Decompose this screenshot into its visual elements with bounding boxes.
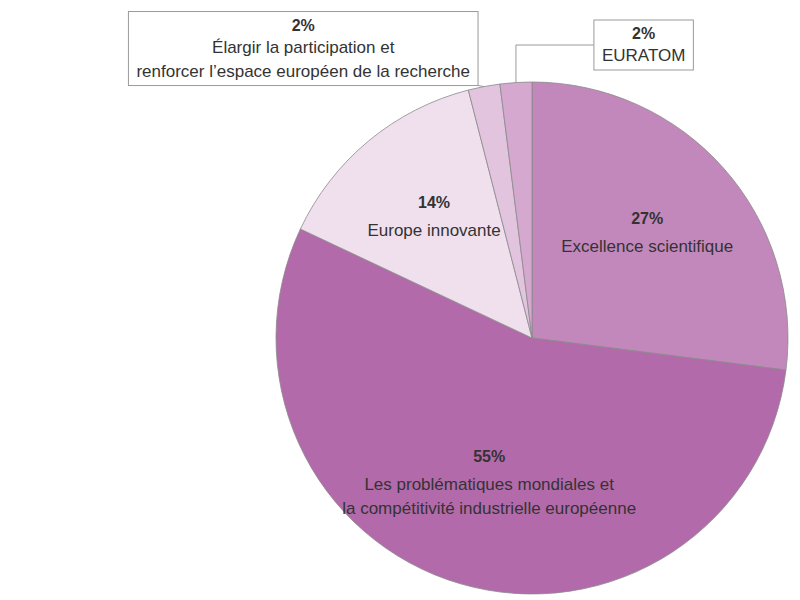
labels: 27% Excellence scientifique 55% Les problém… xyxy=(128,12,733,518)
chart-container: 27% Excellence scientifique 55% Les problém… xyxy=(0,0,800,600)
data-label: 55% xyxy=(473,448,505,465)
data-label: 27% xyxy=(631,210,663,227)
data-label: 14% xyxy=(418,194,450,211)
category-label: Europe innovante xyxy=(367,221,500,240)
data-label: 2% xyxy=(632,25,655,42)
leader-line xyxy=(478,86,484,87)
chart: 27% Excellence scientifique 55% Les problém… xyxy=(0,0,800,600)
category-label: Élargir la participation etrenforcer l’e… xyxy=(136,38,470,81)
category-label: EURATOM xyxy=(602,46,685,65)
data-label: 2% xyxy=(292,17,315,34)
category-label: Excellence scientifique xyxy=(561,237,733,256)
pie-slice xyxy=(500,82,532,338)
callout-box xyxy=(128,12,478,86)
category-label: Les problématiques mondiales etla compét… xyxy=(342,475,636,518)
pie xyxy=(276,82,788,594)
callout: 2% Élargir la participation etrenforcer l… xyxy=(128,12,484,87)
leader-line xyxy=(516,45,594,83)
callout: 2% EURATOM xyxy=(516,20,693,83)
callout-box xyxy=(594,20,693,70)
pie-slice xyxy=(532,82,788,370)
